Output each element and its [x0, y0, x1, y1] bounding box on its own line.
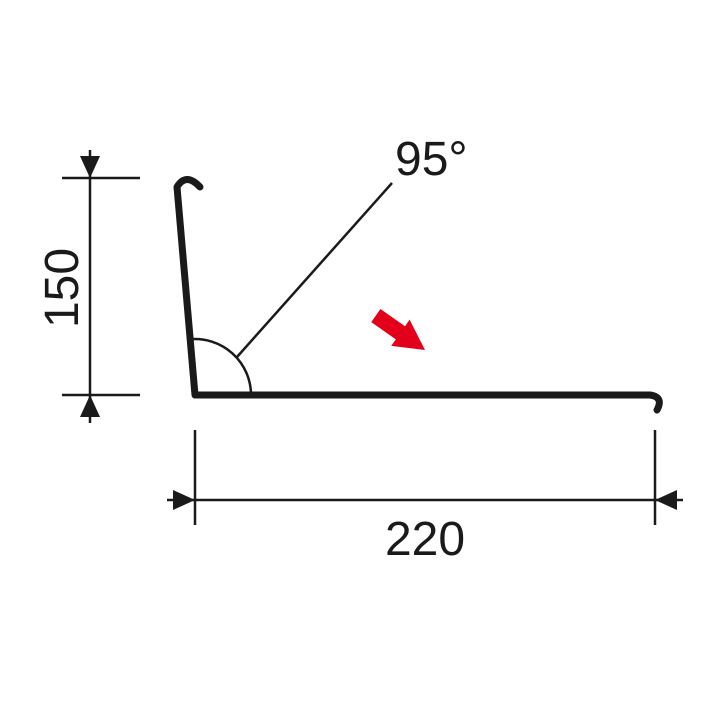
dimension-vertical: 150	[36, 150, 140, 423]
indicator-arrow	[367, 302, 435, 363]
angle-annotation: 95°	[190, 133, 468, 395]
technical-drawing: 150 220 95°	[0, 0, 725, 725]
profile-outline	[177, 180, 659, 411]
dimension-height-label: 150	[36, 248, 89, 328]
dimension-width-label: 220	[385, 513, 465, 566]
angle-label: 95°	[395, 133, 468, 186]
dimension-horizontal: 220	[167, 430, 683, 566]
